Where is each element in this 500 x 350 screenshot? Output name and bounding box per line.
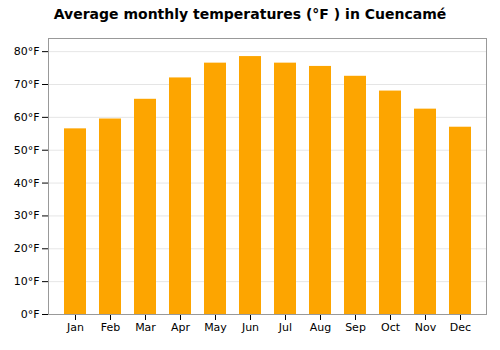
svg-text:50°F: 50°F: [14, 144, 40, 157]
svg-text:Jun: Jun: [241, 321, 259, 334]
svg-text:Dec: Dec: [450, 321, 471, 334]
svg-text:40°F: 40°F: [14, 177, 40, 190]
svg-text:May: May: [204, 321, 227, 334]
svg-text:Sep: Sep: [345, 321, 366, 334]
svg-text:60°F: 60°F: [14, 111, 40, 124]
svg-text:10°F: 10°F: [14, 275, 40, 288]
svg-text:Feb: Feb: [101, 321, 120, 334]
html-text:Average monthly temperatures (: Average monthly temperatures (°F ) in Cu…: [53, 6, 447, 22]
svg-text:30°F: 30°F: [14, 209, 40, 222]
svg-text:Mar: Mar: [135, 321, 156, 334]
svg-text:Aug: Aug: [310, 321, 331, 334]
svg-text:Nov: Nov: [415, 321, 437, 334]
svg-text:Jul: Jul: [278, 321, 292, 334]
svg-text:0°F: 0°F: [21, 308, 40, 321]
svg-text:Apr: Apr: [171, 321, 191, 334]
svg-text:Oct: Oct: [381, 321, 401, 334]
svg-text:70°F: 70°F: [14, 78, 40, 91]
svg-text:20°F: 20°F: [14, 242, 40, 255]
svg-text:80°F: 80°F: [14, 45, 40, 58]
svg-text:Jan: Jan: [66, 321, 84, 334]
